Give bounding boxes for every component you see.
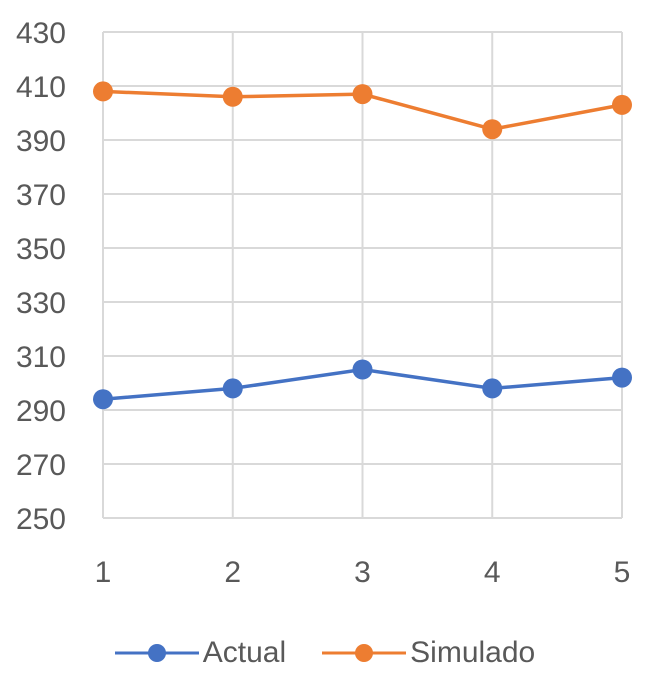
- x-tick-label: 1: [95, 556, 112, 589]
- data-point-simulado: [612, 94, 632, 115]
- data-point-simulado: [93, 81, 113, 102]
- data-point-simulado: [352, 84, 373, 105]
- y-tick-label: 270: [16, 449, 66, 482]
- x-tick-label: 5: [614, 556, 631, 589]
- data-point-simulado: [482, 119, 503, 140]
- data-point-actual: [222, 378, 243, 399]
- gridlines: [102, 31, 623, 519]
- data-point-simulado: [222, 86, 243, 107]
- data-point-actual: [482, 378, 503, 399]
- legend-label-actual: Actual: [202, 636, 287, 669]
- legend-item-actual: Actual: [114, 636, 287, 670]
- x-axis-ticks: 1 2 3 4 5: [95, 556, 631, 589]
- y-tick-label: 350: [16, 233, 66, 266]
- y-tick-label: 250: [16, 503, 66, 536]
- legend-marker-actual-icon: [114, 644, 199, 662]
- data-point-actual: [352, 359, 373, 380]
- legend: Actual Simulado: [0, 628, 650, 678]
- series-lines: [93, 81, 632, 410]
- data-point-actual: [612, 367, 632, 388]
- legend-marker-simulado-icon: [322, 644, 407, 662]
- legend-item-simulado: Simulado: [322, 636, 535, 670]
- y-tick-label: 310: [16, 341, 66, 374]
- x-tick-label: 4: [484, 556, 501, 589]
- y-axis-ticks: 250 270 290 310 330 350 370 390 410 430: [16, 17, 66, 536]
- x-tick-label: 2: [224, 556, 241, 589]
- y-tick-label: 290: [16, 395, 66, 428]
- x-tick-label: 3: [354, 556, 371, 589]
- y-tick-label: 390: [16, 125, 66, 158]
- data-point-actual: [93, 389, 113, 410]
- y-tick-label: 430: [16, 17, 66, 50]
- line-chart: 250 270 290 310 330 350 370 390 410 430 1 2 3 4 5: [16, 17, 632, 589]
- y-tick-label: 410: [16, 71, 66, 104]
- legend-label-simulado: Simulado: [410, 636, 536, 669]
- y-tick-label: 370: [16, 179, 66, 212]
- y-tick-label: 330: [16, 287, 66, 320]
